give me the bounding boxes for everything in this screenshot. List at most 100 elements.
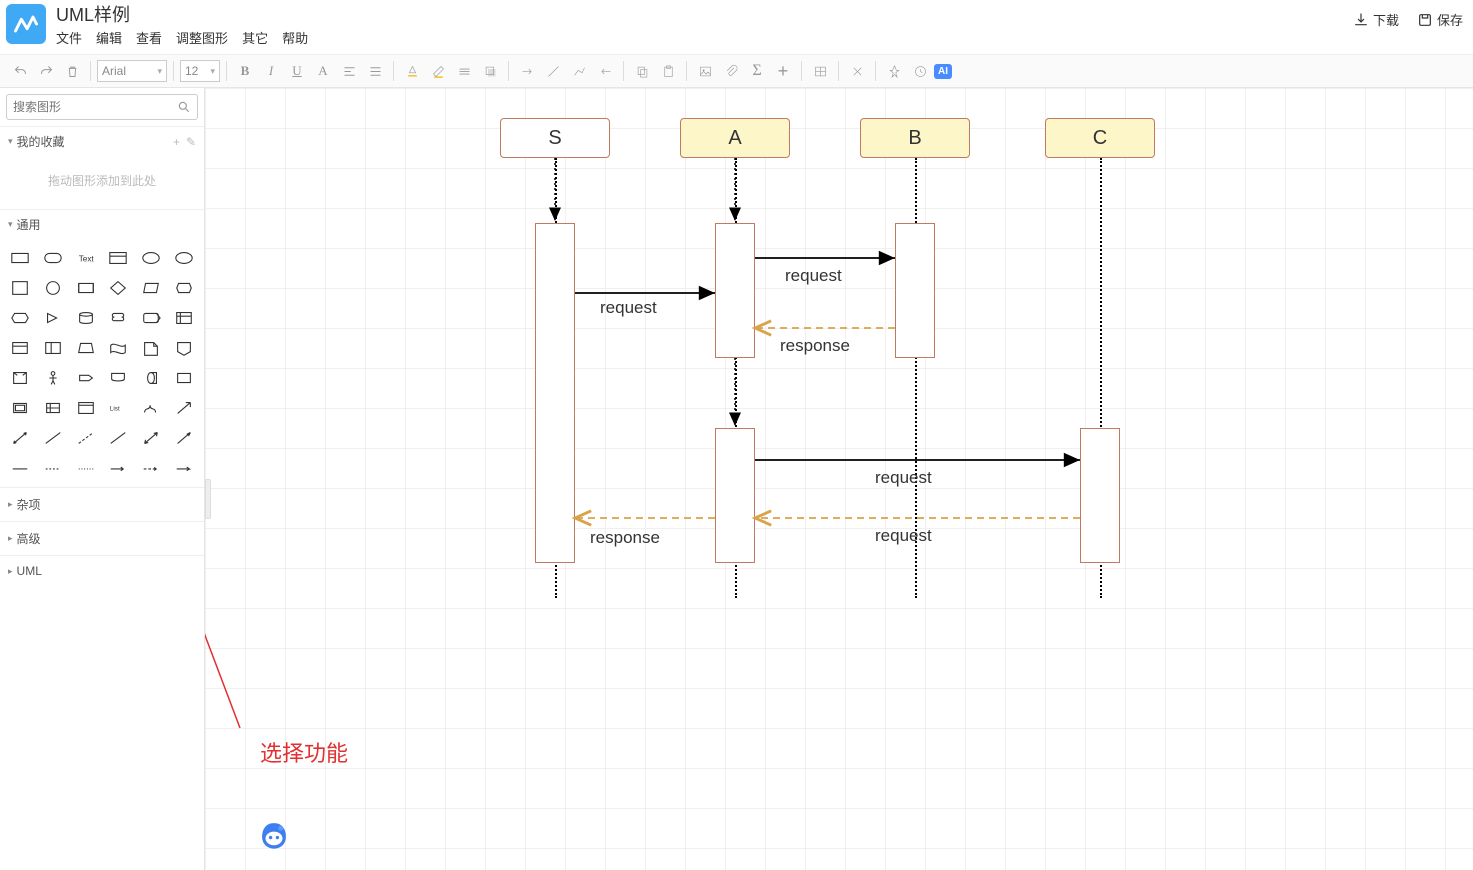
shape-item[interactable] (137, 245, 166, 271)
shape-item[interactable] (6, 455, 35, 481)
shape-item[interactable] (104, 335, 133, 361)
section-general[interactable]: ▾ 通用 (0, 209, 204, 239)
shape-item[interactable] (169, 425, 198, 451)
shape-item[interactable]: Text (71, 245, 100, 271)
font-size-select[interactable]: 12▾ (180, 60, 220, 82)
shape-item[interactable] (169, 395, 198, 421)
shape-item[interactable] (6, 425, 35, 451)
shape-item[interactable] (137, 395, 166, 421)
table-button[interactable] (808, 59, 832, 83)
lifeline-header-S[interactable]: S (500, 118, 610, 158)
shape-item[interactable] (104, 365, 133, 391)
shape-item[interactable] (104, 305, 133, 331)
image-button[interactable] (693, 59, 717, 83)
shape-item[interactable] (104, 425, 133, 451)
shape-item[interactable] (137, 275, 166, 301)
message-label[interactable]: request (785, 266, 842, 286)
shape-item[interactable] (6, 305, 35, 331)
shape-item[interactable] (169, 275, 198, 301)
canvas-area[interactable]: SABCrequestrequestresponserequestrequest… (205, 88, 1473, 870)
shape-item[interactable] (71, 275, 100, 301)
font-color-button[interactable]: A (311, 59, 335, 83)
shape-item[interactable] (71, 425, 100, 451)
section-uml[interactable]: ▸UML (0, 555, 204, 586)
download-button[interactable]: 下载 (1353, 10, 1399, 29)
lifeline-header-B[interactable]: B (860, 118, 970, 158)
activation-S-0[interactable] (535, 223, 575, 563)
shape-item[interactable] (39, 395, 68, 421)
ai-badge[interactable]: AI (934, 64, 952, 79)
shape-item[interactable] (71, 455, 100, 481)
shape-item[interactable] (137, 425, 166, 451)
fill-color-button[interactable] (400, 59, 424, 83)
shape-item[interactable] (104, 245, 133, 271)
lifeline-header-A[interactable]: A (680, 118, 790, 158)
shape-item[interactable] (169, 245, 198, 271)
italic-button[interactable]: I (259, 59, 283, 83)
section-misc[interactable]: ▸杂项 (0, 487, 204, 521)
shape-search-input[interactable] (13, 100, 177, 114)
section-favorites[interactable]: ▾ 我的收藏 +✎ (0, 126, 204, 156)
message-label[interactable]: request (875, 526, 932, 546)
shape-item[interactable] (71, 335, 100, 361)
attach-button[interactable] (719, 59, 743, 83)
shape-item[interactable] (137, 365, 166, 391)
shape-item[interactable] (104, 455, 133, 481)
menu-file[interactable]: 文件 (56, 28, 82, 47)
history-button[interactable] (908, 59, 932, 83)
shape-item[interactable] (169, 305, 198, 331)
delete-button[interactable] (60, 59, 84, 83)
shape-item[interactable] (104, 275, 133, 301)
shape-item[interactable] (137, 455, 166, 481)
edit-icon[interactable]: ✎ (186, 135, 196, 149)
sidebar-splitter[interactable] (205, 479, 211, 519)
shape-item[interactable] (137, 335, 166, 361)
shape-search[interactable] (6, 94, 198, 120)
add-icon[interactable]: + (173, 135, 180, 149)
message-label[interactable]: response (590, 528, 660, 548)
align-left-button[interactable] (337, 59, 361, 83)
underline-button[interactable]: U (285, 59, 309, 83)
lifeline-header-C[interactable]: C (1045, 118, 1155, 158)
copy-button[interactable] (630, 59, 654, 83)
shape-item[interactable] (71, 395, 100, 421)
section-advanced[interactable]: ▸高级 (0, 521, 204, 555)
menu-view[interactable]: 查看 (136, 28, 162, 47)
shape-item[interactable] (137, 305, 166, 331)
shape-item[interactable] (169, 365, 198, 391)
save-button[interactable]: 保存 (1417, 10, 1463, 29)
clear-format-button[interactable] (845, 59, 869, 83)
shape-item[interactable] (6, 245, 35, 271)
shape-item[interactable] (169, 335, 198, 361)
arrow-end-button[interactable] (515, 59, 539, 83)
align-v-button[interactable] (363, 59, 387, 83)
message-label[interactable]: response (780, 336, 850, 356)
menu-help[interactable]: 帮助 (282, 28, 308, 47)
message-label[interactable]: request (875, 468, 932, 488)
bold-button[interactable]: B (233, 59, 257, 83)
undo-button[interactable] (8, 59, 32, 83)
shape-item[interactable] (39, 365, 68, 391)
shadow-button[interactable] (478, 59, 502, 83)
shape-item[interactable] (6, 275, 35, 301)
font-family-select[interactable]: Arial▾ (97, 60, 167, 82)
shape-item[interactable] (6, 335, 35, 361)
line-style-button[interactable] (452, 59, 476, 83)
shape-item[interactable] (71, 305, 100, 331)
shape-item[interactable] (6, 365, 35, 391)
assistant-icon[interactable] (257, 818, 291, 852)
activation-A-3[interactable] (715, 428, 755, 563)
activation-C-4[interactable] (1080, 428, 1120, 563)
shape-item[interactable] (39, 305, 68, 331)
menu-other[interactable]: 其它 (242, 28, 268, 47)
shape-item[interactable] (39, 245, 68, 271)
menu-edit[interactable]: 编辑 (96, 28, 122, 47)
shape-item[interactable] (39, 335, 68, 361)
shape-item[interactable] (169, 455, 198, 481)
activation-A-1[interactable] (715, 223, 755, 358)
plus-button[interactable]: + (771, 59, 795, 83)
activation-B-2[interactable] (895, 223, 935, 358)
arrow-start-button[interactable] (593, 59, 617, 83)
document-title[interactable]: UML样例 (56, 4, 308, 26)
shape-item[interactable]: List (104, 395, 133, 421)
